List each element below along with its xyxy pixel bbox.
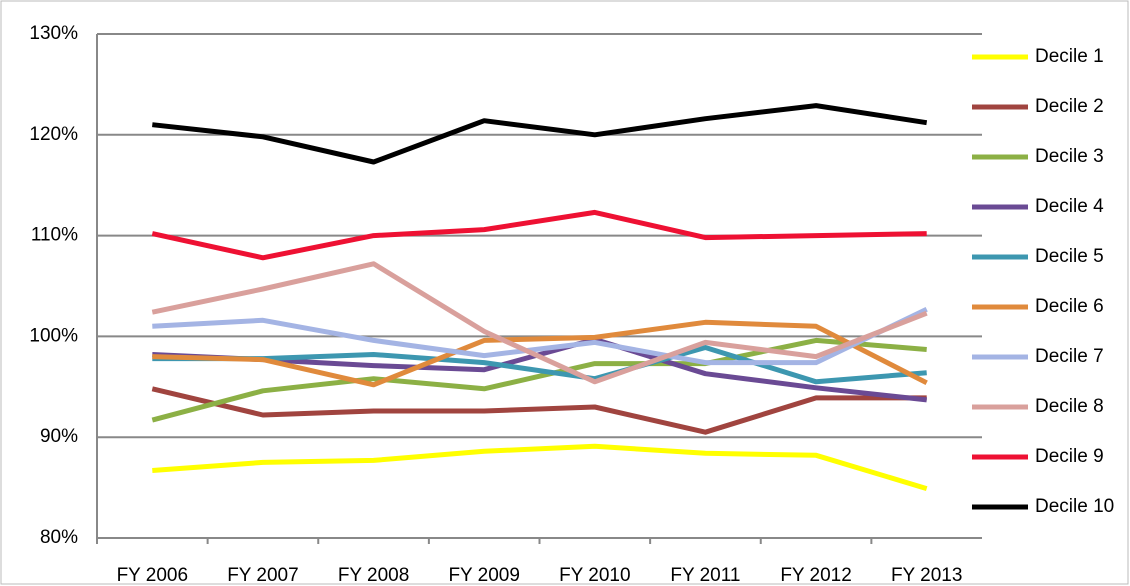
legend-label: Decile 5 bbox=[1035, 246, 1104, 267]
x-tick-label: FY 2012 bbox=[780, 565, 851, 586]
series-line bbox=[151, 209, 927, 261]
x-tick-label: FY 2011 bbox=[670, 565, 740, 586]
series-line bbox=[152, 319, 928, 388]
y-tick-label: 90% bbox=[40, 426, 78, 447]
y-tick-label: 110% bbox=[31, 225, 78, 246]
x-tick-label: FY 2009 bbox=[448, 565, 519, 586]
legend-label: Decile 7 bbox=[1035, 346, 1104, 367]
series-line bbox=[152, 103, 928, 165]
y-tick-label: 120% bbox=[29, 124, 78, 145]
x-tick-label: FY 2007 bbox=[227, 565, 298, 586]
legend-label: Decile 6 bbox=[1035, 296, 1104, 317]
y-tick-label: 100% bbox=[29, 325, 78, 346]
y-tick-label: 80% bbox=[40, 527, 78, 548]
series-line bbox=[152, 306, 928, 366]
legend-label: Decile 10 bbox=[1035, 496, 1114, 517]
legend-label: Decile 4 bbox=[1035, 196, 1104, 217]
series-line bbox=[152, 345, 927, 385]
x-tick-label: FY 2013 bbox=[891, 565, 962, 586]
legend-label: Decile 2 bbox=[1035, 96, 1104, 117]
legend-label: Decile 9 bbox=[1035, 446, 1104, 467]
legend-label: Decile 8 bbox=[1035, 396, 1104, 417]
series-line bbox=[151, 261, 928, 385]
y-tick-label: 130% bbox=[29, 23, 78, 44]
x-tick-label: FY 2010 bbox=[559, 565, 630, 586]
series-line bbox=[151, 386, 927, 435]
x-tick-label: FY 2008 bbox=[338, 565, 409, 586]
legend-label: Decile 3 bbox=[1035, 146, 1104, 167]
series-line bbox=[152, 443, 928, 491]
series-line bbox=[151, 337, 927, 423]
legend-label: Decile 1 bbox=[1035, 46, 1104, 67]
x-tick-label: FY 2006 bbox=[117, 565, 188, 586]
